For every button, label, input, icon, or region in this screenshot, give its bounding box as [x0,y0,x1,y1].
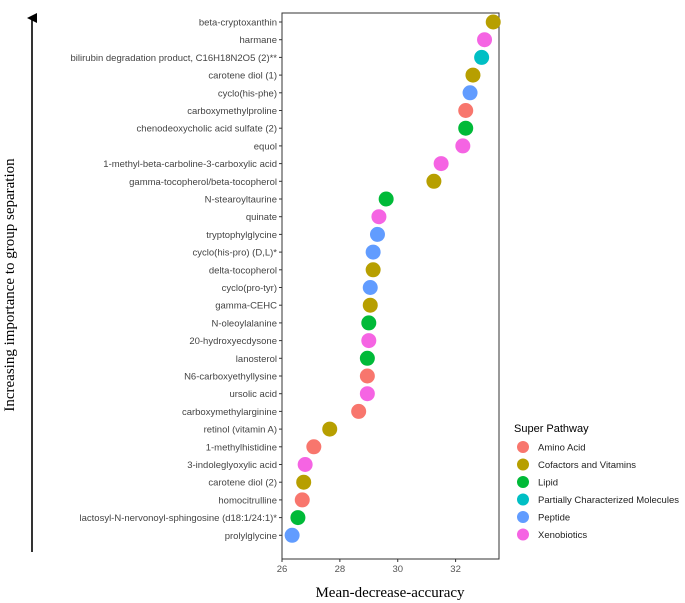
y-tick-label: ursolic acid [229,389,277,400]
legend-item-label: Xenobiotics [538,530,587,541]
y-tick-label: 3-indoleglyoxylic acid [187,460,277,471]
y-tick-label: equol [254,141,277,152]
data-point [359,350,375,366]
y-tick-label: homocitrulline [218,495,277,506]
data-point [361,333,377,349]
data-point [369,226,385,242]
y-tick-label: cyclo(pro-tyr) [222,283,277,294]
data-point [284,527,300,543]
x-tick-label: 28 [335,564,346,575]
data-point [485,14,501,30]
y-tick-label: prolylglycine [225,531,277,542]
y-tick-label: 20-hydroxyecdysone [189,336,277,347]
data-point [426,173,442,189]
data-point [462,85,478,101]
y-tick-label: chenodeoxycholic acid sulfate (2) [137,124,277,135]
data-point [474,49,490,65]
y-tick-label: 1-methylhistidine [206,442,277,453]
y-tick-label: quinate [246,212,277,223]
legend-swatch [517,441,529,453]
y-tick-label: harmane [240,35,278,46]
y-tick-label: lanosterol [236,354,277,365]
legend-swatch [517,476,529,488]
data-point [296,474,312,490]
y-tick-label: cyclo(his-phe) [218,88,277,99]
data-point [371,209,387,225]
y-tick-label: N6-carboxyethyllysine [184,372,277,383]
y-tick-label: carboxymethylarginine [182,407,277,418]
x-tick-label: 30 [392,564,403,575]
data-point [361,315,377,331]
legend-title: Super Pathway [514,423,589,435]
y-tick-label: cyclo(his-pro) (D,L)* [193,248,278,259]
y-axis-title: Increasing importance to group separatio… [2,158,18,412]
x-axis-ticks: 26 28 30 32 [277,559,461,575]
data-point [455,138,471,154]
legend-swatch [517,458,529,471]
data-point [365,244,381,260]
data-point [458,103,474,118]
data-point [359,368,375,384]
y-tick-label: bilirubin degradation product, C16H18N2O… [71,53,278,64]
data-point [458,120,474,136]
data-points [284,14,501,543]
data-point [433,156,449,172]
legend-item-label: Partially Characterized Molecules [538,495,679,506]
y-tick-label: carotene diol (2) [208,478,277,489]
data-point [465,67,481,83]
data-point [362,280,378,295]
data-point [294,492,310,508]
legend-item-label: Peptide [538,513,570,524]
legend-item-label: Amino Acid [538,443,586,454]
y-tick-label: gamma-tocopherol/beta-tocopherol [129,177,277,188]
y-tick-label: N-stearoyltaurine [205,195,277,206]
data-point [359,386,375,402]
data-point [378,191,394,207]
data-point [297,457,313,472]
data-point [362,297,378,313]
data-point [477,32,493,48]
legend: Super Pathway Amino Acid Cofactors and Vi… [514,423,679,541]
y-tick-label: lactosyl-N-nervonoyl-sphingosine (d18:1/… [80,513,278,524]
data-point [306,439,322,455]
y-tick-label: beta-cryptoxanthin [199,18,277,29]
data-point [290,510,306,526]
data-point [351,403,367,419]
legend-swatch [517,528,529,541]
y-tick-label: delta-tocopherol [209,265,277,276]
x-tick-label: 32 [450,564,461,575]
data-point [322,421,338,437]
y-tick-label: carboxymethylproline [187,106,277,117]
legend-item-label: Cofactors and Vitamins [538,460,636,471]
y-tick-label: retinol (vitamin A) [204,425,277,436]
y-tick-label: carotene diol (1) [208,71,277,82]
legend-item-label: Lipid [538,478,558,489]
x-axis-title: Mean-decrease-accuracy [315,585,465,601]
legend-swatch [517,511,529,523]
y-tick-label: gamma-CEHC [215,301,277,312]
y-tick-label: 1-methyl-beta-carboline-3-carboxylic aci… [103,159,277,170]
legend-swatch [517,493,529,506]
y-tick-labels: beta-cryptoxanthin harmane bilirubin degra… [71,18,282,542]
x-tick-label: 26 [277,564,288,575]
y-tick-label: N-oleoylalanine [212,318,277,329]
y-tick-label: tryptophylglycine [206,230,277,241]
data-point [365,262,381,278]
